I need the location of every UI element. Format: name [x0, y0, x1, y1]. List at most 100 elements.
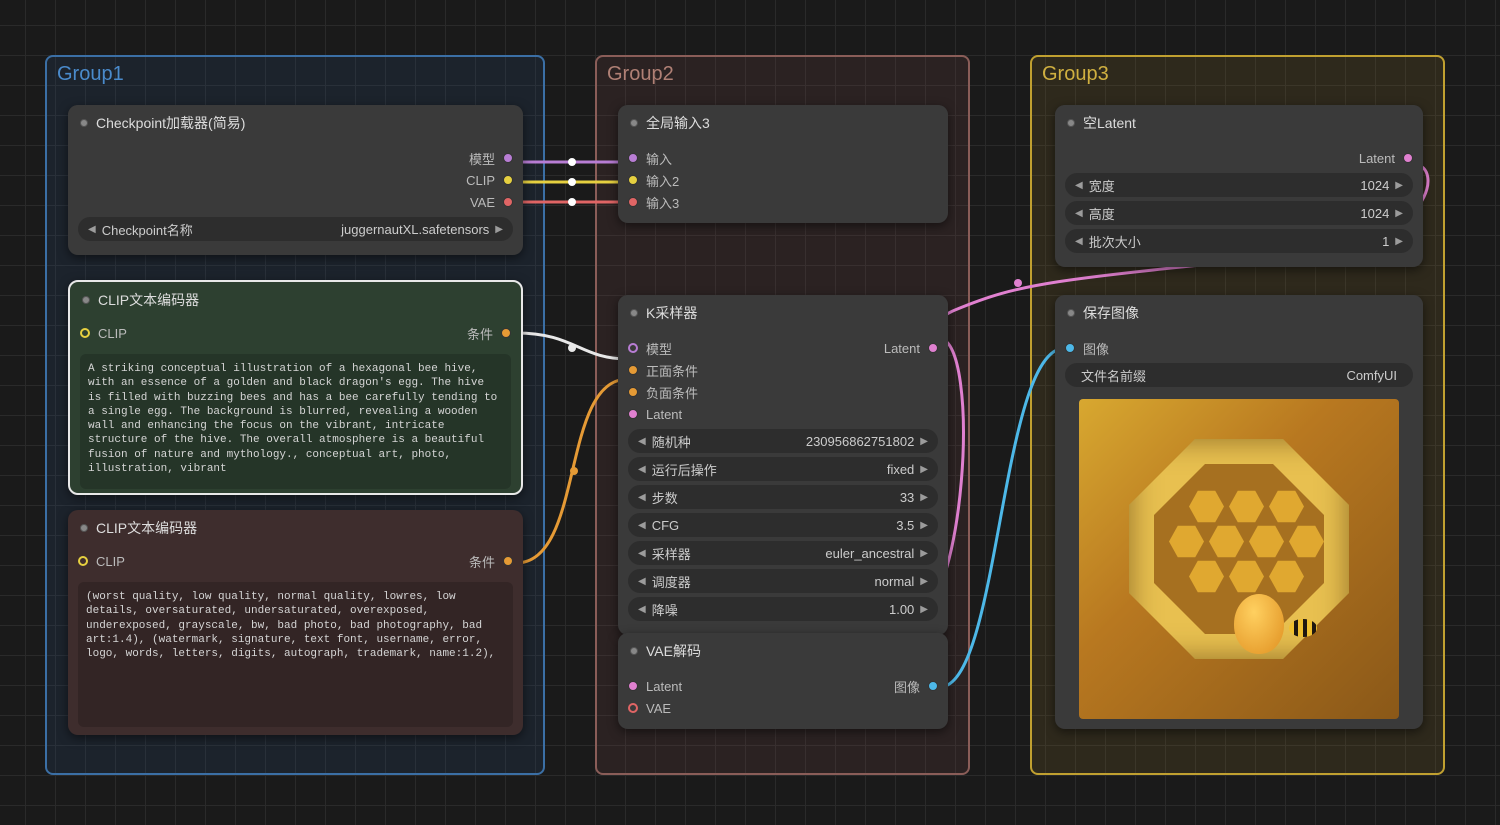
port-dot-icon[interactable]: [503, 197, 513, 207]
port-dot-icon[interactable]: [503, 556, 513, 566]
param-checkpoint-name[interactable]: ◀ Checkpoint名称 juggernautXL.safetensors …: [78, 217, 513, 241]
collapse-dot-icon[interactable]: [630, 647, 638, 655]
port-dot-icon[interactable]: [501, 328, 511, 338]
collapse-dot-icon[interactable]: [630, 309, 638, 317]
node-header[interactable]: K采样器: [618, 295, 948, 331]
port-dot-icon[interactable]: [628, 197, 638, 207]
output-conditioning[interactable]: 条件: [467, 322, 511, 344]
param-ks-2[interactable]: ◀步数33▶: [628, 485, 938, 509]
node-vae-decode[interactable]: VAE解码 Latent 图像 VAE: [618, 633, 948, 729]
input-2[interactable]: 输入2: [628, 169, 938, 191]
canvas[interactable]: Group1 Group2 Group3 Checkpoint加载器(简易) 模…: [0, 0, 1500, 825]
node-clip-text-encoder-negative[interactable]: CLIP文本编码器 CLIP 条件 (worst quality, low qu…: [68, 510, 523, 735]
param-filename-prefix[interactable]: 文件名前缀 ComfyUI: [1065, 363, 1413, 387]
node-empty-latent[interactable]: 空Latent Latent ◀宽度1024▶ ◀高度1024▶ ◀批次大小1▶: [1055, 105, 1423, 267]
chevron-right-icon[interactable]: ▶: [920, 436, 928, 447]
port-dot-icon[interactable]: [78, 556, 88, 566]
output-latent[interactable]: Latent: [1065, 147, 1413, 169]
chevron-right-icon[interactable]: ▶: [920, 548, 928, 559]
port-dot-icon[interactable]: [628, 387, 638, 397]
chevron-left-icon[interactable]: ◀: [1075, 236, 1083, 247]
input-3[interactable]: 输入3: [628, 191, 938, 213]
input-negative[interactable]: 负面条件: [628, 381, 938, 403]
output-vae[interactable]: VAE: [78, 191, 513, 213]
port-dot-icon[interactable]: [628, 365, 638, 375]
port-dot-icon[interactable]: [928, 343, 938, 353]
node-clip-text-encoder-positive[interactable]: CLIP文本编码器 CLIP 条件 A striking conceptual …: [68, 280, 523, 495]
param-ks-4[interactable]: ◀采样器euler_ancestral▶: [628, 541, 938, 565]
node-header[interactable]: CLIP文本编码器: [70, 282, 521, 318]
chevron-right-icon[interactable]: ▶: [1395, 208, 1403, 219]
input-latent[interactable]: Latent: [628, 403, 938, 425]
input-clip[interactable]: CLIP: [78, 550, 125, 572]
param-ks-6[interactable]: ◀降噪1.00▶: [628, 597, 938, 621]
node-save-image[interactable]: 保存图像 图像 文件名前缀 ComfyUI: [1055, 295, 1423, 729]
port-dot-icon[interactable]: [628, 175, 638, 185]
output-model[interactable]: 模型: [78, 147, 513, 169]
input-image[interactable]: 图像: [1065, 337, 1413, 359]
param-ks-5[interactable]: ◀调度器normal▶: [628, 569, 938, 593]
chevron-right-icon[interactable]: ▶: [920, 520, 928, 531]
output-image[interactable]: 图像: [894, 675, 938, 697]
param-ks-3[interactable]: ◀CFG3.5▶: [628, 513, 938, 537]
node-header[interactable]: CLIP文本编码器: [68, 510, 523, 546]
param-ks-1[interactable]: ◀运行后操作fixed▶: [628, 457, 938, 481]
chevron-left-icon[interactable]: ◀: [1075, 208, 1083, 219]
collapse-dot-icon[interactable]: [1067, 119, 1075, 127]
node-header[interactable]: 全局输入3: [618, 105, 948, 141]
port-dot-icon[interactable]: [503, 175, 513, 185]
collapse-dot-icon[interactable]: [1067, 309, 1075, 317]
prompt-textarea[interactable]: (worst quality, low quality, normal qual…: [78, 582, 513, 669]
collapse-dot-icon[interactable]: [80, 524, 88, 532]
chevron-left-icon[interactable]: ◀: [638, 548, 646, 559]
node-global-input-3[interactable]: 全局输入3 输入 输入2 输入3: [618, 105, 948, 223]
output-latent[interactable]: Latent: [884, 337, 938, 359]
chevron-right-icon[interactable]: ▶: [920, 576, 928, 587]
node-ksampler[interactable]: K采样器 模型 Latent 正面条件 负面条件: [618, 295, 948, 635]
param-lat-0[interactable]: ◀宽度1024▶: [1065, 173, 1413, 197]
collapse-dot-icon[interactable]: [80, 119, 88, 127]
port-dot-icon[interactable]: [628, 703, 638, 713]
chevron-left-icon[interactable]: ◀: [638, 520, 646, 531]
node-header[interactable]: 空Latent: [1055, 105, 1423, 141]
chevron-right-icon[interactable]: ▶: [1395, 180, 1403, 191]
collapse-dot-icon[interactable]: [82, 296, 90, 304]
port-dot-icon[interactable]: [1065, 343, 1075, 353]
param-lat-2[interactable]: ◀批次大小1▶: [1065, 229, 1413, 253]
chevron-left-icon[interactable]: ◀: [638, 436, 646, 447]
chevron-left-icon[interactable]: ◀: [638, 604, 646, 615]
node-header[interactable]: VAE解码: [618, 633, 948, 669]
chevron-left-icon[interactable]: ◀: [88, 224, 96, 235]
port-dot-icon[interactable]: [628, 681, 638, 691]
port-dot-icon[interactable]: [628, 343, 638, 353]
param-lat-1[interactable]: ◀高度1024▶: [1065, 201, 1413, 225]
port-dot-icon[interactable]: [80, 328, 90, 338]
output-conditioning[interactable]: 条件: [469, 550, 513, 572]
input-model[interactable]: 模型: [628, 337, 672, 359]
collapse-dot-icon[interactable]: [630, 119, 638, 127]
input-1[interactable]: 输入: [628, 147, 938, 169]
input-vae[interactable]: VAE: [628, 697, 938, 719]
input-positive[interactable]: 正面条件: [628, 359, 938, 381]
node-header[interactable]: Checkpoint加载器(简易): [68, 105, 523, 141]
chevron-right-icon[interactable]: ▶: [920, 492, 928, 503]
param-ks-0[interactable]: ◀随机种230956862751802▶: [628, 429, 938, 453]
chevron-right-icon[interactable]: ▶: [1395, 236, 1403, 247]
node-checkpoint-loader[interactable]: Checkpoint加载器(简易) 模型 CLIP VAE ◀ Checkpoi…: [68, 105, 523, 255]
chevron-right-icon[interactable]: ▶: [495, 224, 503, 235]
port-dot-icon[interactable]: [503, 153, 513, 163]
node-header[interactable]: 保存图像: [1055, 295, 1423, 331]
input-clip[interactable]: CLIP: [80, 322, 127, 344]
port-dot-icon[interactable]: [628, 153, 638, 163]
chevron-left-icon[interactable]: ◀: [1075, 180, 1083, 191]
chevron-right-icon[interactable]: ▶: [920, 464, 928, 475]
chevron-left-icon[interactable]: ◀: [638, 464, 646, 475]
chevron-left-icon[interactable]: ◀: [638, 492, 646, 503]
port-dot-icon[interactable]: [928, 681, 938, 691]
chevron-left-icon[interactable]: ◀: [638, 576, 646, 587]
port-dot-icon[interactable]: [1403, 153, 1413, 163]
input-latent[interactable]: Latent: [628, 675, 682, 697]
port-dot-icon[interactable]: [628, 409, 638, 419]
output-clip[interactable]: CLIP: [78, 169, 513, 191]
prompt-textarea[interactable]: A striking conceptual illustration of a …: [80, 354, 511, 484]
